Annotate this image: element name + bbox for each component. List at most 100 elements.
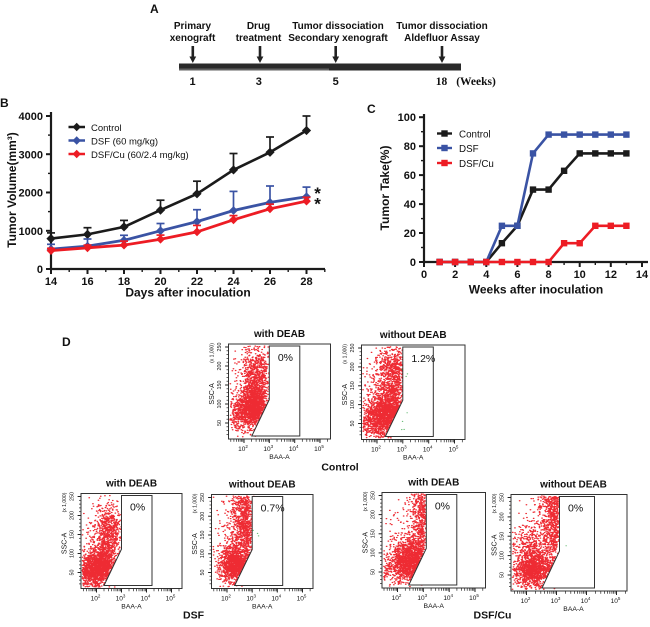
svg-text:Tumor dissociation: Tumor dissociation — [396, 21, 488, 32]
svg-text:103: 103 — [551, 596, 561, 605]
svg-text:18: 18 — [118, 276, 130, 288]
svg-text:without DEAB: without DEAB — [228, 480, 296, 491]
svg-text:0: 0 — [410, 257, 416, 269]
svg-text:0: 0 — [37, 264, 43, 276]
svg-text:105: 105 — [314, 444, 324, 453]
svg-text:105: 105 — [611, 596, 621, 605]
svg-text:105: 105 — [469, 593, 479, 602]
svg-text:200: 200 — [217, 362, 223, 371]
svg-text:22: 22 — [191, 276, 203, 288]
svg-text:Weeks after inoculation: Weeks after inoculation — [469, 283, 603, 297]
svg-text:SSC-A: SSC-A — [492, 534, 499, 556]
svg-text:DSF/Cu: DSF/Cu — [459, 159, 494, 170]
svg-text:50: 50 — [350, 421, 356, 427]
svg-text:100: 100 — [398, 112, 416, 124]
svg-text:100: 100 — [70, 549, 76, 558]
svg-text:102: 102 — [521, 596, 531, 605]
svg-text:with DEAB: with DEAB — [253, 329, 305, 340]
svg-text:Tumor Take(%): Tumor Take(%) — [378, 146, 392, 231]
svg-text:50: 50 — [70, 570, 76, 576]
svg-text:50: 50 — [500, 572, 506, 578]
svg-text:104: 104 — [271, 594, 281, 603]
svg-text:150: 150 — [200, 531, 206, 540]
svg-text:Days after inoculation: Days after inoculation — [125, 286, 250, 300]
svg-text:1.2%: 1.2% — [411, 353, 435, 365]
svg-text:BAA-A: BAA-A — [269, 454, 290, 461]
svg-text:150: 150 — [70, 530, 76, 539]
svg-text:14: 14 — [636, 269, 649, 281]
svg-text:103: 103 — [246, 594, 256, 603]
svg-text:3: 3 — [256, 76, 262, 88]
svg-text:xenograft: xenograft — [170, 33, 216, 44]
svg-text:without DEAB: without DEAB — [379, 330, 447, 341]
svg-text:250: 250 — [350, 344, 356, 353]
svg-text:6: 6 — [514, 269, 520, 281]
svg-text:28: 28 — [300, 276, 312, 288]
svg-text:0%: 0% — [278, 352, 293, 364]
svg-text:C: C — [367, 102, 376, 116]
svg-text:Tumor dissociation: Tumor dissociation — [292, 21, 384, 32]
svg-text:200: 200 — [200, 512, 206, 521]
svg-text:*: * — [314, 184, 321, 203]
svg-text:3000: 3000 — [19, 149, 43, 161]
svg-text:26: 26 — [264, 276, 276, 288]
svg-text:DSF/Cu (60/2.4 mg/kg): DSF/Cu (60/2.4 mg/kg) — [91, 150, 189, 161]
svg-text:150: 150 — [371, 529, 377, 538]
svg-text:102: 102 — [371, 445, 381, 454]
svg-text:0%: 0% — [435, 501, 450, 513]
svg-text:SSC-A: SSC-A — [363, 532, 370, 554]
svg-text:*: * — [314, 195, 321, 214]
svg-text:200: 200 — [500, 512, 506, 521]
svg-text:103: 103 — [397, 445, 407, 454]
svg-text:Secondary xenograft: Secondary xenograft — [288, 33, 388, 44]
svg-text:Tumor Volume(mm³): Tumor Volume(mm³) — [5, 132, 19, 248]
svg-text:with DEAB: with DEAB — [407, 478, 459, 489]
svg-text:SSC-A: SSC-A — [209, 383, 216, 405]
svg-text:5: 5 — [333, 76, 339, 88]
svg-text:BAA-A: BAA-A — [121, 604, 142, 611]
svg-text:Aldefluor Assay: Aldefluor Assay — [404, 33, 480, 44]
svg-text:2000: 2000 — [19, 188, 43, 200]
svg-text:100: 100 — [217, 400, 223, 409]
svg-text:DSF: DSF — [183, 610, 205, 622]
svg-text:150: 150 — [217, 381, 223, 390]
svg-text:SSC-A: SSC-A — [342, 384, 349, 406]
svg-text:(x 1,000): (x 1,000) — [210, 343, 216, 363]
svg-text:250: 250 — [371, 491, 377, 500]
svg-text:150: 150 — [350, 381, 356, 390]
svg-text:(Weeks): (Weeks) — [456, 76, 496, 88]
svg-text:103: 103 — [116, 594, 126, 603]
svg-text:102: 102 — [221, 594, 231, 603]
svg-text:(x 1,000): (x 1,000) — [363, 491, 369, 511]
svg-text:60: 60 — [404, 170, 416, 182]
svg-text:250: 250 — [217, 343, 223, 352]
svg-text:BAA-A: BAA-A — [563, 606, 584, 613]
svg-text:D: D — [62, 335, 71, 349]
svg-text:0: 0 — [421, 269, 427, 281]
svg-text:(x 1,000): (x 1,000) — [62, 492, 68, 512]
svg-text:150: 150 — [500, 532, 506, 541]
svg-text:105: 105 — [166, 594, 176, 603]
svg-text:80: 80 — [404, 141, 416, 153]
svg-text:200: 200 — [350, 362, 356, 371]
svg-text:DSF: DSF — [459, 144, 479, 155]
svg-text:250: 250 — [200, 493, 206, 502]
svg-text:104: 104 — [289, 444, 299, 453]
svg-text:250: 250 — [70, 492, 76, 501]
svg-text:100: 100 — [200, 549, 206, 558]
svg-text:200: 200 — [70, 511, 76, 520]
svg-text:18: 18 — [436, 76, 448, 88]
svg-text:16: 16 — [81, 276, 93, 288]
svg-text:SSC-A: SSC-A — [192, 533, 199, 555]
svg-text:Drug: Drug — [247, 21, 270, 32]
svg-text:102: 102 — [392, 593, 402, 602]
svg-text:40: 40 — [404, 199, 416, 211]
svg-text:12: 12 — [605, 269, 617, 281]
svg-text:DSF (60 mg/kg): DSF (60 mg/kg) — [91, 137, 158, 148]
svg-text:BAA-A: BAA-A — [424, 603, 445, 610]
svg-text:103: 103 — [417, 593, 427, 602]
svg-text:200: 200 — [371, 510, 377, 519]
svg-text:20: 20 — [154, 276, 166, 288]
svg-text:1: 1 — [189, 76, 195, 88]
svg-text:SSC-A: SSC-A — [62, 532, 69, 554]
